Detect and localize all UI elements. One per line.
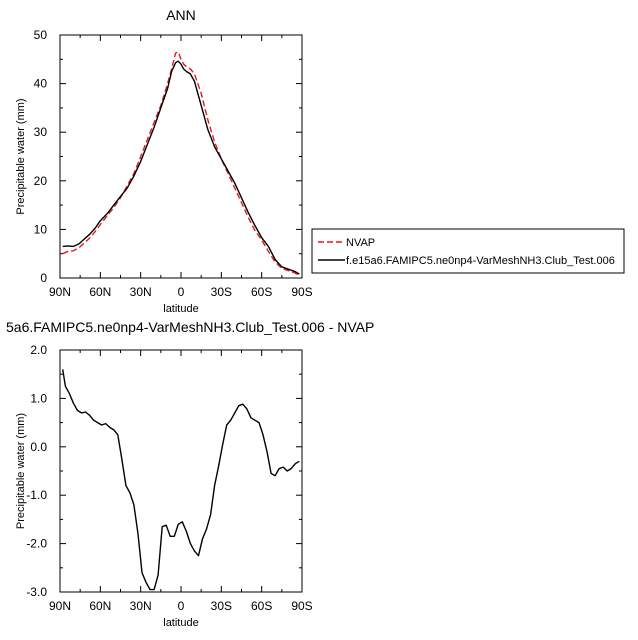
y-tick-label: -1.0	[26, 488, 47, 502]
y-axis-label: Precipitable water (mm)	[15, 413, 27, 529]
series-line-1	[62, 369, 300, 591]
y-tick-label: 0	[40, 271, 47, 285]
x-axis-label: latitude	[163, 617, 198, 629]
y-tick-label: 1.0	[30, 391, 47, 405]
legend: NVAP f.e15a6.FAMIPC5.ne0np4-VarMeshNH3.Cl…	[311, 228, 625, 274]
x-tick-label: 60S	[251, 285, 272, 299]
x-tick-label: 30S	[211, 599, 232, 613]
y-tick-label: 0.0	[30, 440, 47, 454]
y-tick-label: 2.0	[30, 343, 47, 357]
x-axis-label: latitude	[163, 303, 198, 315]
legend-label-2: f.e15a6.FAMIPC5.ne0np4-VarMeshNH3.Club_T…	[346, 255, 615, 267]
y-tick-label: 50	[34, 28, 48, 42]
series-line-2	[62, 60, 300, 275]
y-tick-label: 20	[34, 174, 48, 188]
chart-panel-1: ANN 90N 60N 30N 0 30S 60S 90S 0 10 20 30 40 50 latitud…	[15, 7, 625, 315]
x-tick-label: 90S	[291, 285, 312, 299]
chart-title: ANN	[166, 7, 196, 23]
y-tick-label: -3.0	[26, 585, 47, 599]
chart-title: 5a6.FAMIPC5.ne0np4-VarMeshNH3.Club_Test.…	[6, 319, 374, 335]
y-tick-label: 30	[34, 125, 48, 139]
legend-box	[311, 228, 625, 274]
legend-label-1: NVAP	[346, 237, 375, 249]
plot-frame	[59, 34, 303, 279]
y-tick-label: -2.0	[26, 537, 47, 551]
x-tick-label: 60S	[251, 599, 272, 613]
series-line-1	[62, 51, 300, 277]
x-tick-label: 30N	[130, 285, 152, 299]
y-axis-label: Precipitable water (mm)	[15, 98, 27, 214]
x-tick-label: 60N	[89, 599, 111, 613]
x-tick-label: 90N	[49, 285, 71, 299]
x-tick-label: 90S	[291, 599, 312, 613]
x-tick-label: 0	[178, 599, 185, 613]
y-tick-label: 40	[34, 77, 48, 91]
x-tick-label: 60N	[89, 285, 111, 299]
y-tick-label: 10	[34, 222, 48, 236]
x-tick-label: 30N	[130, 599, 152, 613]
x-tick-label: 30S	[211, 285, 232, 299]
plot-frame	[59, 349, 303, 593]
chart-panel-2: 5a6.FAMIPC5.ne0np4-VarMeshNH3.Club_Test.…	[6, 319, 374, 629]
x-tick-label: 0	[178, 285, 185, 299]
x-tick-label: 90N	[49, 599, 71, 613]
